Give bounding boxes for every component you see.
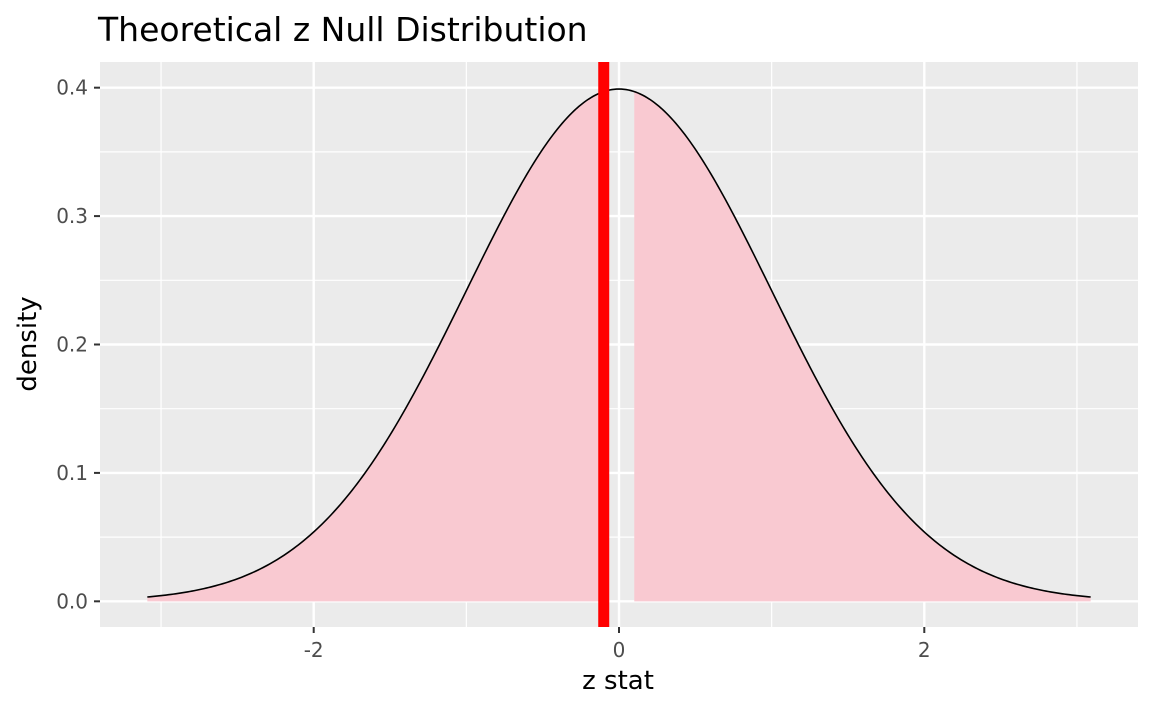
shaded-regions [147, 91, 1091, 602]
shaded-region [634, 91, 1091, 602]
shaded-region [147, 91, 604, 602]
y-tick-label: 0.4 [56, 76, 88, 100]
y-axis-title: density [13, 296, 43, 391]
y-tick-label: 0.3 [56, 204, 88, 228]
y-tick-label: 0.2 [56, 333, 88, 357]
x-tick-label: 2 [918, 638, 931, 662]
y-tick-label: 0.1 [56, 461, 88, 485]
y-axis-ticks: 0.0 0.1 0.2 0.3 0.4 [56, 76, 100, 613]
x-tick-label: -2 [304, 638, 324, 662]
chart-title: Theoretical z Null Distribution [97, 10, 588, 49]
x-axis-title: z stat [582, 666, 654, 696]
x-axis-ticks: -2 0 2 [304, 627, 931, 662]
density-curve [147, 88, 1091, 598]
y-tick-label: 0.0 [56, 589, 88, 613]
x-tick-label: 0 [613, 638, 626, 662]
